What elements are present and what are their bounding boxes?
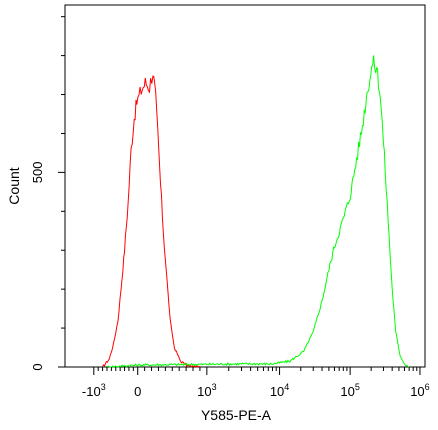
plot-frame [64,4,426,368]
x-tick-exponent: 5 [355,382,360,392]
series-layer [102,55,410,368]
x-tick-label: 0 [134,384,141,399]
histogram-series-1 [102,75,201,368]
axis-layer: 0 500 -103 0 103 104 105 106 [30,16,430,399]
x-tick-label: 104 [270,382,289,399]
histogram-series-2 [106,55,410,368]
x-tick-exponent: 4 [284,382,289,392]
x-tick-exponent: 3 [101,382,106,392]
x-tick-label: 103 [197,382,216,399]
x-axis-label: Y585-PE-A [201,407,272,423]
x-tick-label: 105 [340,382,359,399]
x-tick-label: -103 [82,382,106,399]
y-tick-label: 0 [30,363,45,370]
x-tick-label: 106 [410,382,429,399]
x-tick-exponent: 6 [425,382,430,392]
y-tick-label: 500 [30,162,45,184]
x-tick-exponent: 3 [212,382,217,392]
y-axis-label: Count [6,167,22,204]
